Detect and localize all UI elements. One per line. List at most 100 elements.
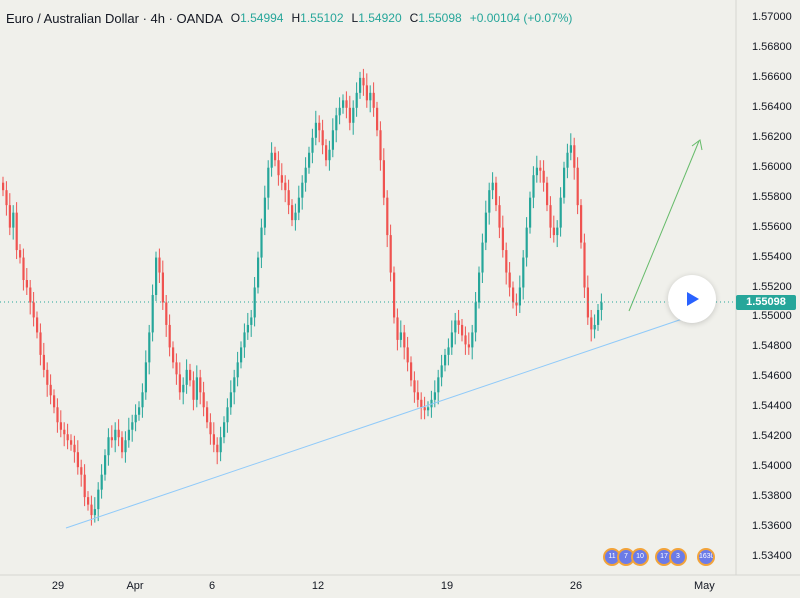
open-label: O [230, 11, 241, 25]
candle-body [12, 212, 15, 228]
candle-body [539, 167, 542, 171]
candle-body [280, 175, 283, 183]
candle-body [362, 77, 365, 86]
candle-body [495, 182, 498, 206]
candle-body [583, 242, 586, 288]
candle-body [335, 115, 338, 131]
candle-body [63, 429, 66, 435]
candle-body [212, 434, 215, 445]
candle-body [267, 167, 270, 198]
candle-body [223, 422, 226, 438]
candle-body [117, 429, 120, 438]
replay-play-button[interactable] [668, 275, 716, 323]
candle-body [19, 250, 22, 258]
candle-body [39, 332, 42, 355]
candle-body [423, 407, 426, 411]
candle-body [474, 302, 477, 333]
candle-body [73, 444, 76, 453]
candle-body [444, 354, 447, 366]
candle-body [569, 145, 572, 153]
candle-body [216, 444, 219, 453]
candle-body [124, 440, 127, 453]
candle-body [46, 369, 49, 385]
candle-body [206, 407, 209, 423]
y-tick-label: 1.56000 [752, 160, 792, 173]
candle-body [5, 190, 8, 206]
candle-body [484, 212, 487, 243]
candle-body [165, 302, 168, 325]
candle-body [15, 212, 18, 251]
candle-body [488, 190, 491, 213]
event-marker[interactable]: 1630 [697, 548, 715, 566]
candle-body [399, 332, 402, 340]
candle-body [270, 152, 273, 168]
candle-body [342, 100, 345, 108]
candle-body [76, 452, 79, 468]
candle-body [274, 152, 277, 161]
candle-body [325, 145, 328, 161]
candle-body [158, 257, 161, 273]
event-marker[interactable]: 10 [631, 548, 649, 566]
candle-body [427, 407, 430, 411]
candle-body [481, 242, 484, 273]
candle-body [359, 77, 362, 93]
candle-body [131, 422, 134, 430]
candle-body [246, 324, 249, 333]
projection-arrow[interactable] [628, 139, 703, 312]
candle-body [498, 205, 501, 228]
candle-body [291, 205, 294, 221]
trendline[interactable] [65, 312, 701, 529]
candle-body [66, 434, 69, 441]
high-label: H [291, 11, 301, 25]
candle-body [114, 429, 117, 441]
y-tick-label: 1.55000 [752, 310, 792, 323]
y-tick-label: 1.53400 [752, 550, 792, 563]
candle-body [202, 392, 205, 408]
y-tick-label: 1.54200 [752, 430, 792, 443]
candle-body [576, 167, 579, 206]
candle-body [83, 474, 86, 498]
candle-body [563, 167, 566, 198]
candle-body [301, 182, 304, 198]
y-tick-label: 1.56800 [752, 40, 792, 53]
candle-body [522, 257, 525, 288]
candle-body [97, 489, 100, 510]
candle-body [277, 160, 280, 176]
candle-body [546, 182, 549, 206]
candle-body [406, 347, 409, 363]
candle-body [311, 137, 314, 153]
candle-body [573, 145, 576, 168]
candle-body [56, 407, 59, 423]
x-tick-label: 6 [208, 580, 216, 592]
candle-body [508, 272, 511, 288]
candle-body [49, 384, 52, 396]
candle-body [134, 414, 137, 423]
candle-body [457, 320, 460, 325]
candle-body [59, 422, 62, 430]
candle-body [168, 324, 171, 348]
candle-body [32, 302, 35, 318]
candle-body [433, 392, 436, 400]
candle-body [107, 437, 110, 456]
candle-body [321, 130, 324, 146]
y-tick-label: 1.54600 [752, 370, 792, 383]
event-marker[interactable]: 3 [669, 548, 687, 566]
y-tick-label: 1.55600 [752, 220, 792, 233]
candle-body [505, 250, 508, 273]
candle-body [355, 92, 358, 108]
y-tick-label: 1.57000 [752, 10, 792, 23]
candle-body [586, 287, 589, 318]
candle-body [304, 167, 307, 183]
candle-body [219, 437, 222, 453]
candle-body [240, 347, 243, 363]
candle-body [328, 149, 331, 161]
candle-body [535, 167, 538, 176]
candle-body [182, 384, 185, 393]
candle-body [263, 197, 266, 228]
candle-body [512, 287, 515, 303]
candle-body [314, 122, 317, 138]
low-value: 1.54920 [358, 11, 402, 25]
low-label: L [351, 11, 359, 25]
symbol-title[interactable]: Euro / Australian Dollar · 4h · OANDA [6, 11, 223, 26]
